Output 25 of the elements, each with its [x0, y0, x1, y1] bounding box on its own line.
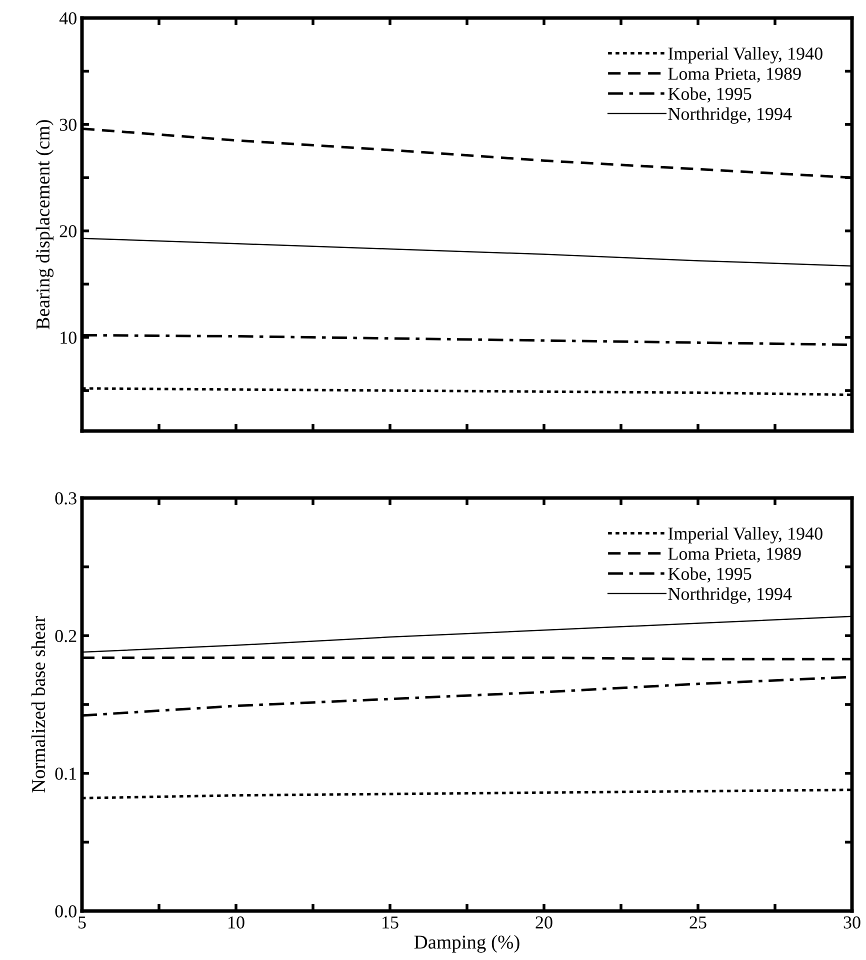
x-tick-label: 20 [536, 916, 552, 929]
legend-label: Loma Prieta, 1989 [668, 548, 801, 562]
y-tick-label: 0.1 [55, 768, 76, 780]
x-tick-label: 15 [382, 916, 398, 929]
legend-label: Northridge, 1994 [668, 107, 792, 124]
y-tick-label: 0.2 [55, 630, 76, 642]
x-tick-label: 10 [228, 916, 244, 929]
y-tick-label: 40 [59, 12, 76, 24]
legend-label: Loma Prieta, 1989 [668, 68, 801, 82]
y-tick-label: 30 [60, 118, 76, 131]
legend-label: Northridge, 1994 [668, 587, 792, 604]
x-tick-label: 5 [78, 916, 86, 929]
x-axis-title: Damping (%) [414, 935, 520, 953]
legend-label: Imperial Valley, 1940 [668, 527, 822, 544]
y-axis-title: Bearing displacement (cm) [36, 120, 54, 330]
y-tick-label: 10 [60, 332, 76, 344]
y-axis-title: Normalized base shear [31, 616, 46, 792]
y-tick-label: 0.0 [55, 905, 76, 918]
legend-label: Imperial Valley, 1940 [668, 47, 822, 64]
x-tick-label: 30 [844, 916, 860, 929]
x-tick-label: 25 [690, 916, 706, 929]
y-tick-label: 0.3 [55, 492, 76, 505]
y-tick-label: 20 [60, 225, 76, 238]
legend-label: Kobe, 1995 [668, 567, 752, 583]
legend-label: Kobe, 1995 [668, 87, 752, 103]
